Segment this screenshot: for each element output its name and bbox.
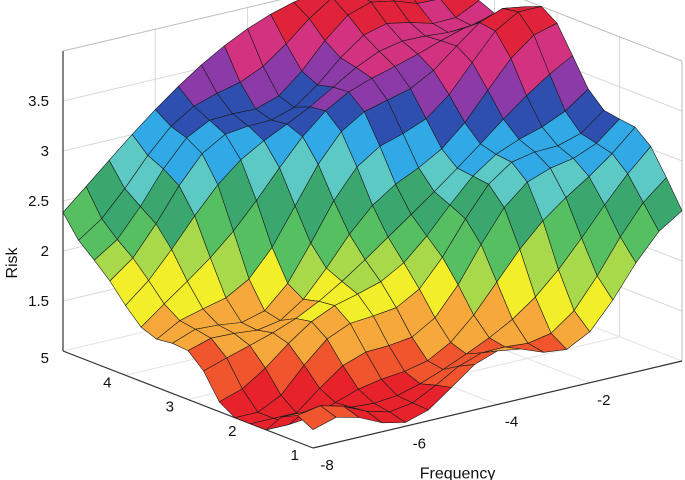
x-tick-label: -2 [597, 392, 610, 409]
z-tick-label: 2.5 [28, 193, 49, 210]
z-tick-label: 2 [41, 243, 49, 260]
y-axis-title: severity [129, 478, 184, 480]
z-axis-title: Risk [4, 246, 21, 278]
axis-edge [523, 0, 683, 62]
y-axis-line [62, 350, 314, 449]
y-tick-label: 4 [103, 374, 111, 391]
z-tick-label: 3.5 [28, 93, 49, 110]
x-axis-line [312, 360, 683, 449]
y-tick-label: 3 [166, 399, 174, 416]
z-tick-label: 1.5 [28, 293, 49, 310]
surface-patch [297, 405, 337, 430]
z-tick-labels: 1.5 2 2.5 3 3.5 [28, 93, 49, 310]
y-tick-label: 1 [291, 447, 299, 464]
x-tick-label: -4 [505, 414, 518, 431]
y-tick-label: 2 [228, 423, 236, 440]
x-tick-labels: -8-6-4-20 [320, 392, 610, 474]
z-tick-label: 3 [41, 143, 49, 160]
surface-mesh [62, 0, 683, 431]
x-tick-label: -6 [413, 435, 426, 452]
y-tick-label: 5 [41, 350, 49, 367]
x-axis-title: Frequency [420, 466, 496, 480]
x-tick-label: -8 [320, 457, 333, 474]
axis-edge [62, 0, 282, 52]
y-tick-labels: 1 2 3 4 5 [41, 350, 299, 464]
